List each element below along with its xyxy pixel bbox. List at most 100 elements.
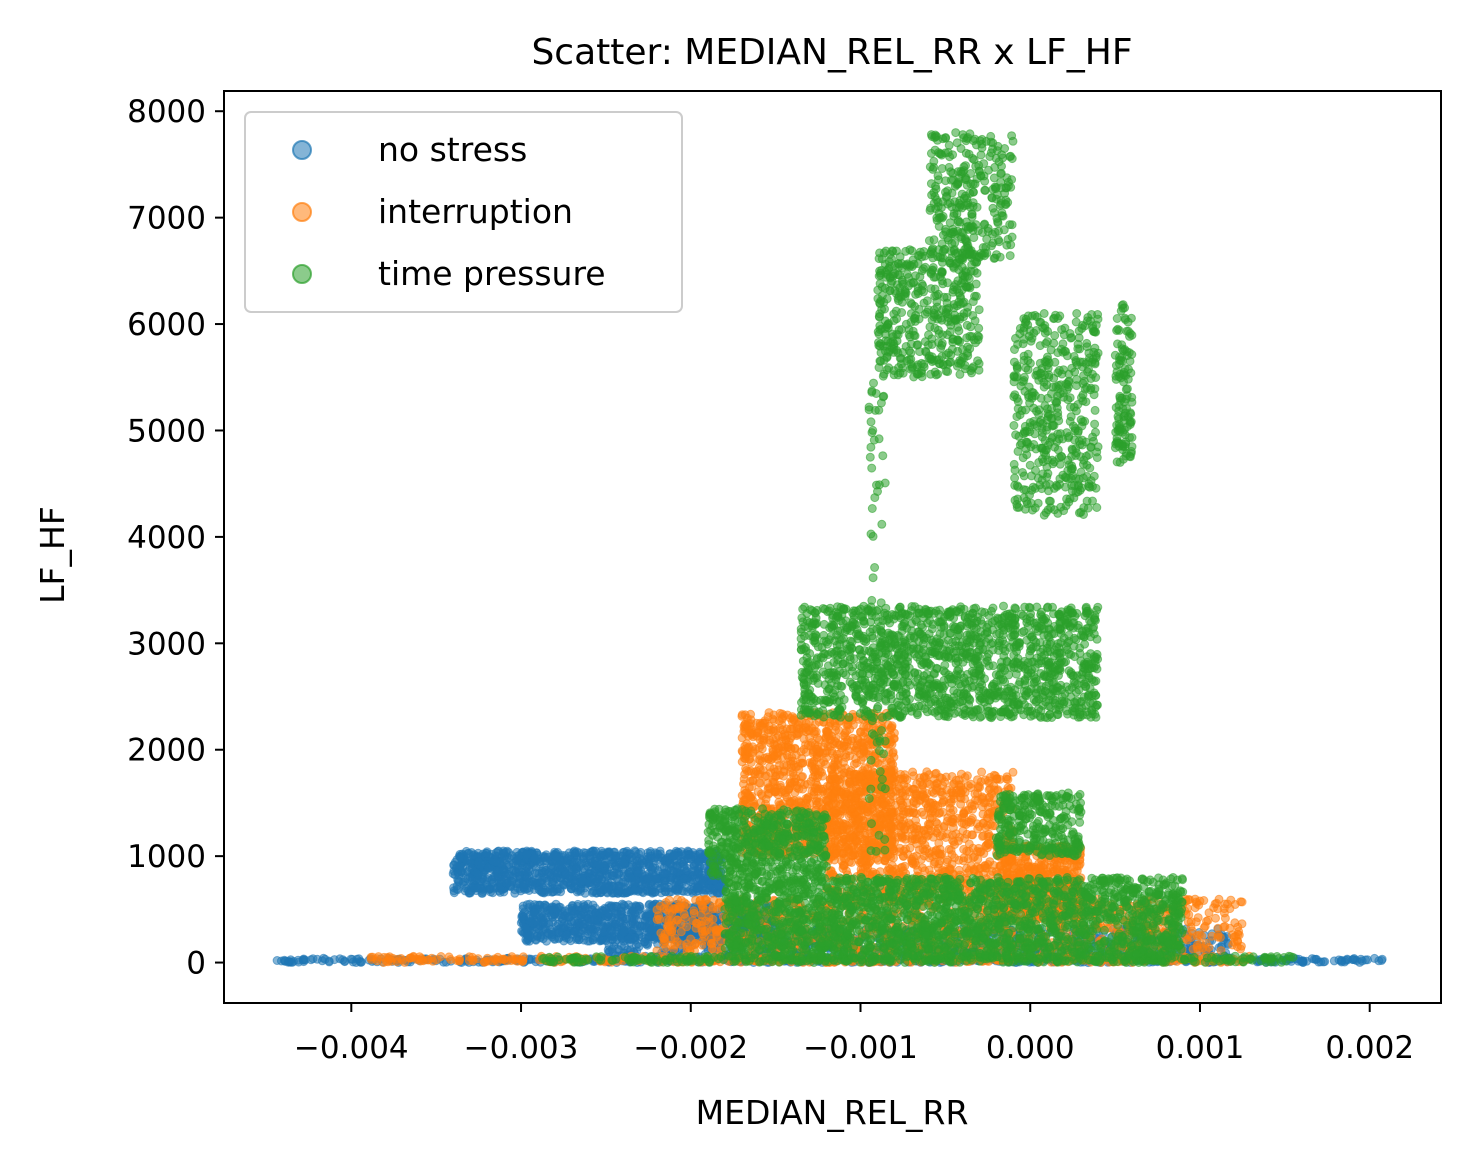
data-point <box>452 884 462 894</box>
data-point <box>740 728 750 738</box>
data-point <box>810 720 820 729</box>
data-point <box>444 952 454 962</box>
data-point <box>813 786 823 796</box>
data-point <box>484 863 494 873</box>
data-point <box>591 846 601 856</box>
data-point <box>571 864 581 874</box>
data-point <box>702 883 712 893</box>
data-point <box>633 868 643 878</box>
data-point <box>501 847 511 857</box>
data-point <box>692 883 702 893</box>
data-point <box>408 952 418 962</box>
data-point <box>594 860 604 870</box>
data-point <box>665 859 675 869</box>
data-point <box>743 745 753 755</box>
data-point <box>533 900 543 910</box>
data-point <box>631 911 641 920</box>
data-point <box>597 905 607 915</box>
data-point <box>467 952 477 962</box>
data-point <box>785 724 795 734</box>
data-point <box>551 851 561 861</box>
data-point <box>759 736 769 745</box>
data-point <box>603 847 613 857</box>
data-point <box>578 876 588 886</box>
data-point <box>789 760 799 770</box>
data-point <box>749 767 759 777</box>
data-point <box>473 870 483 880</box>
data-point <box>755 778 765 788</box>
data-point <box>539 912 548 922</box>
data-point <box>658 868 668 878</box>
data-point <box>616 882 626 892</box>
data-point <box>737 757 747 767</box>
data-point <box>632 852 641 862</box>
data-point <box>463 874 473 884</box>
data-point <box>485 883 494 893</box>
data-point <box>852 746 862 756</box>
data-point <box>861 748 871 758</box>
data-point <box>790 788 800 798</box>
data-point <box>354 954 364 964</box>
data-point <box>739 779 748 789</box>
data-point <box>610 937 620 947</box>
data-point <box>827 746 837 756</box>
data-point <box>889 728 899 738</box>
data-point <box>643 908 653 918</box>
data-point <box>763 778 773 788</box>
data-point <box>534 885 544 895</box>
data-point <box>524 931 533 941</box>
data-point <box>814 797 824 807</box>
data-point <box>547 912 557 922</box>
data-point <box>796 747 806 757</box>
data-point <box>547 905 557 915</box>
data-point <box>531 935 541 945</box>
data-point <box>777 720 787 730</box>
data-point <box>748 796 758 806</box>
data-point <box>772 748 782 758</box>
data-point <box>792 731 802 741</box>
data-point <box>546 925 555 935</box>
data-point <box>627 860 637 870</box>
data-point <box>830 757 840 767</box>
data-point <box>695 847 705 857</box>
data-point <box>635 926 644 936</box>
data-point <box>794 796 804 806</box>
data-point <box>346 954 356 964</box>
chart-title: Scatter: MEDIAN_REL_RR x LF_HF <box>531 32 1132 73</box>
data-point <box>374 952 383 962</box>
data-point <box>507 877 517 887</box>
data-point <box>514 851 524 860</box>
data-point <box>634 942 644 952</box>
data-point <box>562 930 572 940</box>
data-point <box>464 888 474 898</box>
data-point <box>564 913 574 922</box>
data-point <box>436 952 446 961</box>
data-point <box>522 849 532 859</box>
data-point <box>648 862 658 872</box>
data-point <box>571 935 581 944</box>
data-point <box>529 853 539 863</box>
data-point <box>643 874 653 884</box>
data-point <box>1314 957 1324 967</box>
data-point <box>547 887 557 897</box>
data-point <box>589 914 599 924</box>
data-point <box>481 848 491 858</box>
data-point <box>490 954 500 964</box>
data-point <box>785 713 795 723</box>
data-point <box>499 874 509 884</box>
data-point <box>1334 955 1344 965</box>
data-point <box>300 955 310 965</box>
data-point <box>554 928 564 938</box>
data-point <box>559 880 569 890</box>
data-point <box>755 743 764 753</box>
data-point <box>338 955 348 965</box>
data-point <box>583 936 593 946</box>
data-point <box>813 773 822 783</box>
data-point <box>468 851 478 861</box>
data-point <box>553 919 563 929</box>
data-point <box>452 956 462 965</box>
data-point <box>588 888 597 898</box>
data-point <box>1357 956 1367 966</box>
data-point <box>787 752 797 762</box>
